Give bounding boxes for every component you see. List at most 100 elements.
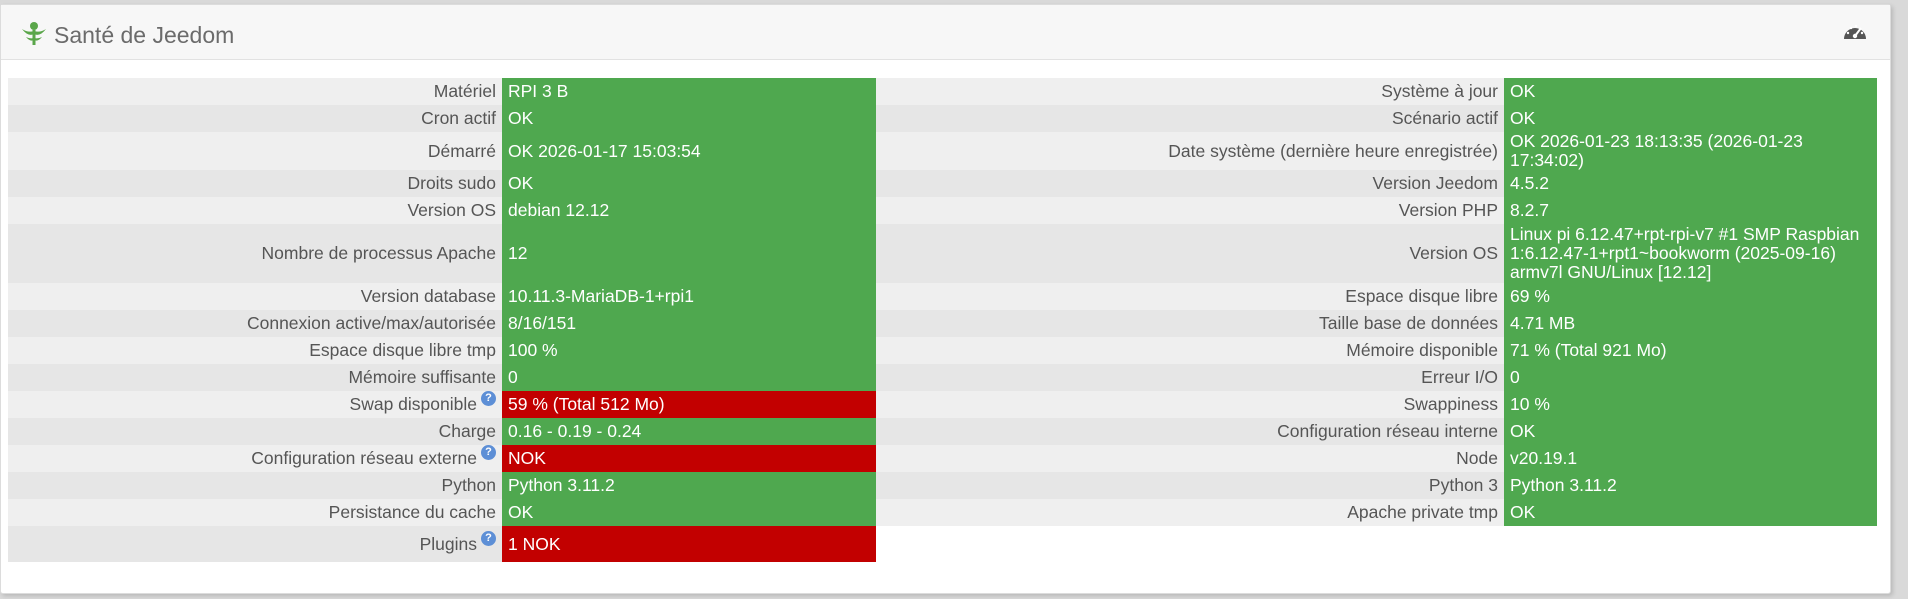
right-label-python-3: Python 3	[876, 472, 1504, 499]
left-label-droits-sudo: Droits sudo	[8, 170, 502, 197]
check-label: Configuration réseau externe	[251, 448, 477, 468]
left-label-persistance-du-cache: Persistance du cache	[8, 499, 502, 526]
check-label: Version database	[360, 286, 496, 306]
check-value: OK 2026-01-23 18:13:35 (2026-01-23 17:34…	[1510, 131, 1803, 170]
check-value: OK	[1510, 421, 1536, 441]
health-row: Cron actif OK Scénario actif OK	[8, 105, 1877, 132]
check-label: Cron actif	[421, 108, 496, 128]
help-icon[interactable]: ?	[481, 391, 496, 406]
right-label-memoire-disponible: Mémoire disponible	[876, 337, 1504, 364]
check-value: NOK	[508, 448, 546, 468]
health-row: Version OS debian 12.12 Version PHP 8.2.7	[8, 197, 1877, 224]
check-value: debian 12.12	[508, 200, 610, 220]
right-label-scenario-actif: Scénario actif	[876, 105, 1504, 132]
check-value: Linux pi 6.12.47+rpt-rpi-v7 #1 SMP Raspb…	[1510, 224, 1860, 282]
check-value: OK	[508, 108, 534, 128]
panel-heading: Santé de Jeedom	[1, 5, 1890, 60]
empty-cell	[1504, 526, 1877, 562]
check-value: OK	[508, 502, 534, 522]
check-value: 0	[508, 367, 518, 387]
left-label-python: Python	[8, 472, 502, 499]
left-label-charge: Charge	[8, 418, 502, 445]
health-row: Persistance du cache OK Apache private tmp…	[8, 499, 1877, 526]
check-label: Connexion active/max/autorisée	[246, 313, 496, 333]
left-value-connexion-active-max-autorisee: 8/16/151	[502, 310, 876, 337]
check-label: Nombre de processus Apache	[261, 243, 496, 263]
right-label-apache-private-tmp: Apache private tmp	[876, 499, 1504, 526]
right-value-taille-base-de-donnees: 4.71 MB	[1504, 310, 1877, 337]
left-value-droits-sudo: OK	[502, 170, 876, 197]
left-value-demarre: OK 2026-01-17 15:03:54	[502, 132, 876, 170]
right-label-date-systeme-derniere-heure-enregistree: Date système (dernière heure enregistrée…	[876, 132, 1504, 170]
check-value: 8/16/151	[508, 313, 577, 333]
check-label: Taille base de données	[1318, 313, 1498, 333]
left-label-demarre: Démarré	[8, 132, 502, 170]
right-value-python-3: Python 3.11.2	[1504, 472, 1877, 499]
check-value: 0	[1510, 367, 1520, 387]
check-label: Python 3	[1428, 475, 1498, 495]
right-label-version-jeedom: Version Jeedom	[876, 170, 1504, 197]
health-row: Plugins? 1 NOK	[8, 526, 1877, 562]
check-label: Version PHP	[1398, 200, 1498, 220]
left-value-python: Python 3.11.2	[502, 472, 876, 499]
left-value-swap-disponible: 59 % (Total 512 Mo)	[502, 391, 876, 418]
check-label: Mémoire suffisante	[348, 367, 496, 387]
left-label-espace-disque-libre-tmp: Espace disque libre tmp	[8, 337, 502, 364]
right-label-swappiness: Swappiness	[876, 391, 1504, 418]
right-value-version-php: 8.2.7	[1504, 197, 1877, 224]
left-label-plugins: Plugins?	[8, 526, 502, 562]
check-value: Python 3.11.2	[508, 475, 615, 495]
right-value-apache-private-tmp: OK	[1504, 499, 1877, 526]
right-value-memoire-disponible: 71 % (Total 921 Mo)	[1504, 337, 1877, 364]
check-label: Matériel	[433, 81, 496, 101]
left-value-version-os: debian 12.12	[502, 197, 876, 224]
health-panel: Santé de Jeedom Matériel RPI 3 B Système à…	[0, 4, 1891, 594]
right-label-version-php: Version PHP	[876, 197, 1504, 224]
right-value-espace-disque-libre: 69 %	[1504, 283, 1877, 310]
health-row: Démarré OK 2026-01-17 15:03:54 Date systèm…	[8, 132, 1877, 170]
right-value-node: v20.19.1	[1504, 445, 1877, 472]
left-label-memoire-suffisante: Mémoire suffisante	[8, 364, 502, 391]
help-icon[interactable]: ?	[481, 530, 496, 546]
check-value: 8.2.7	[1510, 200, 1549, 220]
check-label: Swap disponible	[349, 394, 477, 414]
check-label: Charge	[438, 421, 496, 441]
right-value-version-jeedom: 4.5.2	[1504, 170, 1877, 197]
left-value-version-database: 10.11.3-MariaDB-1+rpi1	[502, 283, 876, 310]
health-row: Swap disponible? 59 % (Total 512 Mo) Swapp…	[8, 391, 1877, 418]
left-label-nombre-de-processus-apache: Nombre de processus Apache	[8, 224, 502, 283]
left-value-plugins: 1 NOK	[502, 526, 876, 562]
check-value: OK	[1510, 81, 1536, 101]
check-value: 0.16 - 0.19 - 0.24	[508, 421, 642, 441]
check-label: Mémoire disponible	[1346, 340, 1498, 360]
right-label-taille-base-de-donnees: Taille base de données	[876, 310, 1504, 337]
left-value-nombre-de-processus-apache: 12	[502, 224, 876, 283]
left-label-materiel: Matériel	[8, 78, 502, 105]
check-value: OK	[508, 173, 534, 193]
check-value: 10.11.3-MariaDB-1+rpi1	[508, 286, 694, 306]
check-label: Configuration réseau interne	[1277, 421, 1498, 441]
health-row: Connexion active/max/autorisée 8/16/151 Ta…	[8, 310, 1877, 337]
left-value-memoire-suffisante: 0	[502, 364, 876, 391]
check-label: Erreur I/O	[1421, 367, 1498, 387]
dashboard-gauge-icon[interactable]	[1842, 21, 1868, 43]
check-value: 71 % (Total 921 Mo)	[1510, 340, 1667, 360]
check-label: Swappiness	[1403, 394, 1498, 414]
right-value-swappiness: 10 %	[1504, 391, 1877, 418]
check-label: Système à jour	[1381, 81, 1498, 101]
right-label-configuration-reseau-interne: Configuration réseau interne	[876, 418, 1504, 445]
check-label: Version OS	[407, 200, 496, 220]
check-value: OK 2026-01-17 15:03:54	[508, 140, 701, 161]
help-icon[interactable]: ?	[481, 445, 496, 460]
left-label-version-database: Version database	[8, 283, 502, 310]
check-label: Scénario actif	[1391, 108, 1498, 128]
right-value-version-os: Linux pi 6.12.47+rpt-rpi-v7 #1 SMP Raspb…	[1504, 224, 1877, 283]
check-label: Node	[1456, 448, 1498, 468]
left-label-cron-actif: Cron actif	[8, 105, 502, 132]
check-value: 69 %	[1510, 286, 1550, 306]
left-value-espace-disque-libre-tmp: 100 %	[502, 337, 876, 364]
left-value-cron-actif: OK	[502, 105, 876, 132]
check-label: Python	[441, 475, 496, 495]
check-label: Persistance du cache	[328, 502, 496, 522]
health-row: Matériel RPI 3 B Système à jour OK	[8, 78, 1877, 105]
